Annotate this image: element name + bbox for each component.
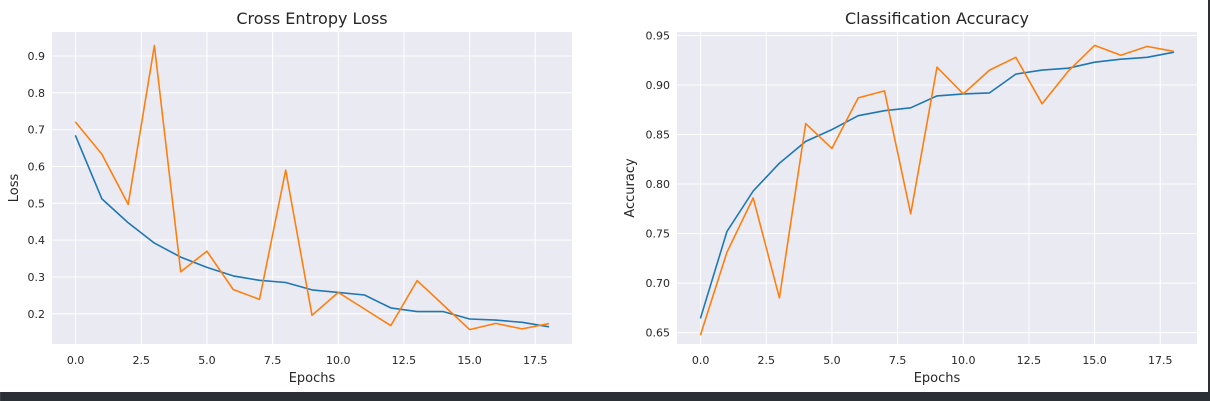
y-tick-label: 0.80	[646, 178, 671, 191]
y-tick-label: 0.7	[28, 124, 46, 137]
x-tick-label: 17.5	[1148, 354, 1173, 367]
x-tick-label: 10.0	[951, 354, 976, 367]
series-line-orange	[74, 44, 550, 331]
y-tick-label: 0.8	[28, 87, 46, 100]
x-tick-label: 15.0	[457, 354, 482, 367]
x-tick-label: 12.5	[392, 354, 417, 367]
y-tick-label: 0.5	[28, 197, 46, 210]
y-tick-label: 0.6	[28, 160, 46, 173]
y-tick-label: 0.2	[28, 308, 46, 321]
y-axis-label: Accuracy	[623, 158, 638, 218]
x-tick-label: 2.5	[133, 354, 151, 367]
x-tick-label: 5.0	[198, 354, 216, 367]
y-tick-label: 0.4	[28, 234, 46, 247]
chart-title: Classification Accuracy	[845, 9, 1029, 28]
chart-title: Cross Entropy Loss	[236, 9, 387, 28]
x-tick-label: 10.0	[326, 354, 351, 367]
x-axis-label: Epochs	[289, 371, 336, 386]
plot-area	[52, 32, 572, 344]
y-tick-label: 0.9	[28, 50, 46, 63]
figure: 0.0 2.5 5.0 7.5 10.0 12.5 15.0 17.5 0.2 0.3 0.4 0.5…	[0, 0, 1208, 392]
figure-canvas: 0.0 2.5 5.0 7.5 10.0 12.5 15.0 17.5 0.2 0.3 0.4 0.5…	[7, 9, 1197, 386]
x-tick-label: 7.5	[889, 354, 907, 367]
plot-area	[677, 32, 1197, 344]
x-axis-label: Epochs	[914, 371, 961, 386]
y-tick-label: 0.75	[646, 228, 671, 241]
y-tick-label: 0.95	[646, 29, 671, 42]
x-tick-label: 2.5	[758, 354, 776, 367]
series-line-blue	[74, 135, 550, 328]
series-line-orange	[699, 44, 1175, 336]
y-tick-label: 0.3	[28, 271, 46, 284]
x-tick-label: 12.5	[1017, 354, 1042, 367]
x-tick-label: 0.0	[67, 354, 85, 367]
chart-loss: 0.0 2.5 5.0 7.5 10.0 12.5 15.0 17.5 0.2 0.3 0.4 0.5…	[7, 9, 572, 386]
y-tick-label: 0.90	[646, 79, 671, 92]
chart-accuracy: 0.0 2.5 5.0 7.5 10.0 12.5 15.0 17.5 0.65 0.70 0.75…	[623, 9, 1197, 386]
series-line-blue	[699, 51, 1175, 319]
y-tick-label: 0.85	[646, 129, 671, 142]
y-tick-label: 0.65	[646, 327, 671, 340]
x-tick-label: 7.5	[264, 354, 282, 367]
x-tick-label: 0.0	[692, 354, 710, 367]
y-tick-label: 0.70	[646, 277, 671, 290]
x-tick-label: 15.0	[1082, 354, 1107, 367]
x-tick-label: 5.0	[823, 354, 841, 367]
x-tick-label: 17.5	[523, 354, 548, 367]
y-axis-label: Loss	[7, 174, 22, 203]
